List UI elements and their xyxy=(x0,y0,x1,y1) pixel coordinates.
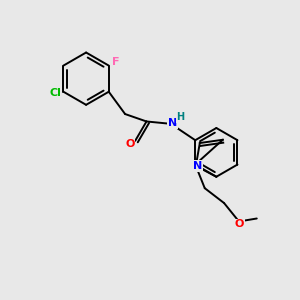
Text: O: O xyxy=(125,139,134,149)
Text: Cl: Cl xyxy=(49,88,61,98)
Text: F: F xyxy=(112,57,119,67)
Text: N: N xyxy=(193,161,202,171)
Text: O: O xyxy=(234,219,244,230)
Text: H: H xyxy=(176,112,184,122)
Text: N: N xyxy=(168,118,177,128)
